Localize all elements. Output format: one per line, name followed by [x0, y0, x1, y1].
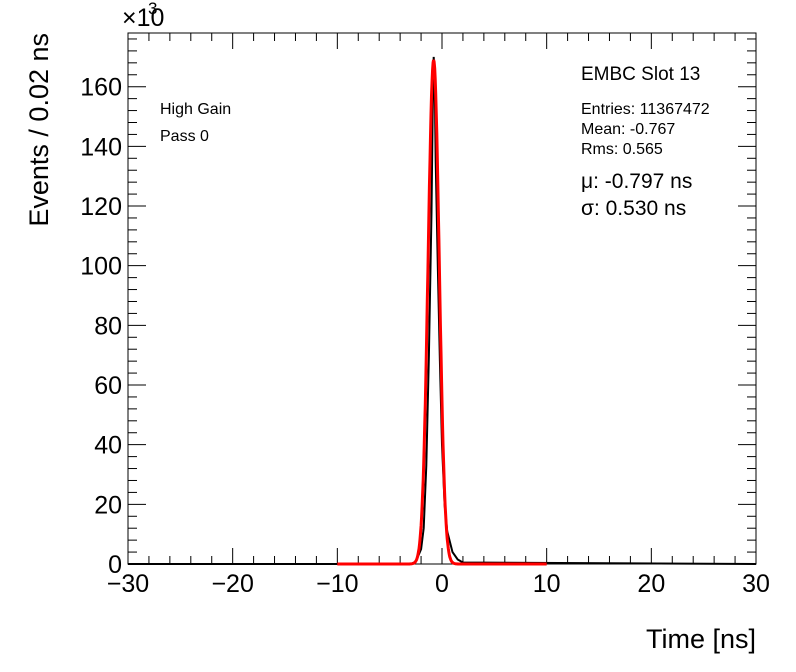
y-axis-title: Events / 0.02 ns [24, 33, 54, 227]
annotation-pass: Pass 0 [160, 128, 209, 145]
y-tick-label: 140 [80, 133, 122, 161]
fit-mean: μ: -0.797 ns [581, 170, 692, 193]
x-tick-label: −30 [107, 570, 149, 598]
x-tick-label: 0 [435, 570, 449, 598]
stat-entries: Entries: 11367472 [581, 101, 710, 118]
stat-rms: Rms: 0.565 [581, 141, 663, 158]
y-multiplier: ×10 [122, 4, 164, 32]
y-tick-label: 120 [80, 193, 122, 221]
x-tick-labels: −30 −20 −10 0 10 20 30 [107, 570, 770, 598]
x-axis-title: Time [ns] [646, 624, 756, 654]
y-tick-label: 80 [94, 312, 122, 340]
axis-ticks [127, 33, 757, 565]
x-tick-label: 10 [533, 570, 561, 598]
y-tick-label: 100 [80, 253, 122, 281]
y-tick-label: 40 [94, 432, 122, 460]
y-tick-label: 60 [94, 372, 122, 400]
series-layer [128, 56, 757, 566]
stat-mean: Mean: -0.767 [581, 121, 675, 138]
y-tick-label: 0 [108, 551, 122, 579]
x-tick-label: −10 [316, 570, 358, 598]
y-multiplier-exponent: 3 [148, 0, 157, 18]
chart-title: EMBC Slot 13 [581, 64, 700, 85]
x-tick-label: 30 [742, 570, 770, 598]
annotation-high-gain: High Gain [160, 101, 231, 118]
x-tick-label: −20 [211, 570, 253, 598]
y-tick-labels: 0 20 40 60 80 100 120 140 160 [80, 74, 122, 579]
fit-sigma: σ: 0.530 ns [581, 197, 686, 220]
y-tick-label: 160 [80, 74, 122, 102]
y-tick-label: 20 [94, 491, 122, 519]
x-tick-label: 20 [637, 570, 665, 598]
gaussian-fit-curve [337, 59, 547, 566]
